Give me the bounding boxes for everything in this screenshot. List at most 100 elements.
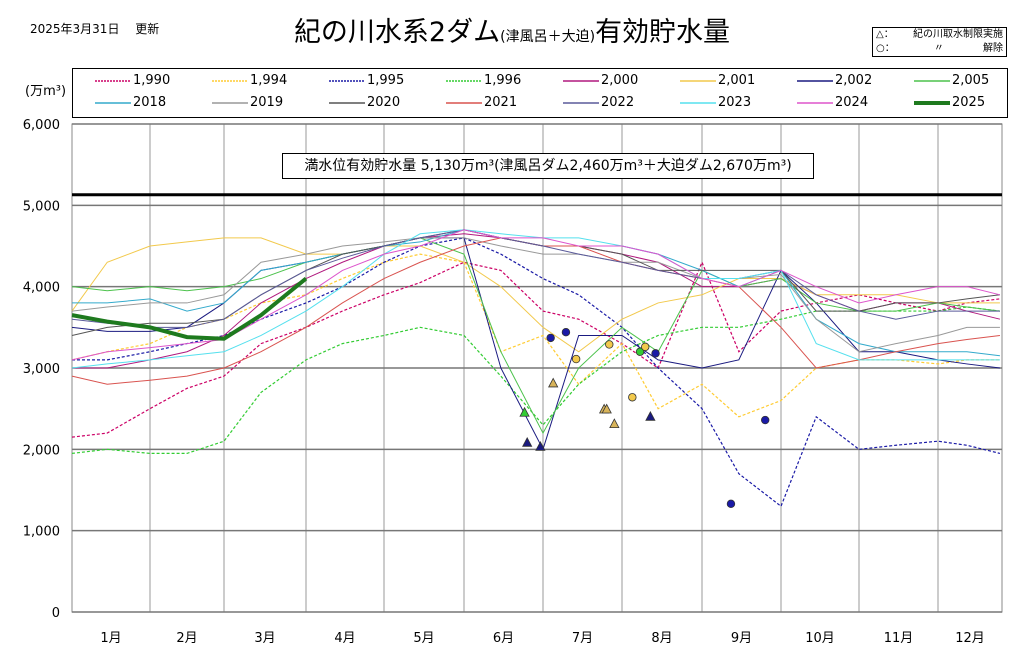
y-tick-label: 3,000: [23, 362, 60, 377]
legend-item: 1,990: [95, 73, 170, 88]
legend-label: 2021: [484, 95, 518, 110]
restriction-lifted-marker: [651, 349, 660, 358]
legend-swatch: [914, 79, 950, 82]
x-tick-label: 8月: [651, 631, 672, 646]
y-tick-label: 1,000: [23, 525, 60, 540]
restriction-start-marker: [535, 441, 546, 451]
legend-item: 1,996: [446, 73, 521, 88]
x-tick-label: 2月: [176, 631, 197, 646]
x-tick-label: 5月: [413, 631, 434, 646]
title-main: 紀の川水系2ダム: [293, 17, 501, 48]
restriction-lifted-marker: [761, 415, 770, 425]
legend-swatch: [212, 79, 248, 82]
legend-swatch: [446, 101, 482, 104]
title-tail: 有効貯水量: [595, 17, 731, 48]
legend-label: 1,990: [133, 73, 171, 88]
legend-item: 2,000: [563, 73, 638, 88]
restriction-lifted-marker: [571, 354, 581, 364]
full-capacity-label: 満水位有効貯水量 5,130万m³(津風呂ダム2,460万m³＋大迫ダム2,67…: [282, 153, 814, 179]
x-tick-label: 10月: [805, 631, 835, 646]
note-text: 解除: [982, 43, 1003, 54]
x-tick-label: 6月: [493, 631, 514, 646]
legend-label: 2,000: [601, 73, 639, 88]
legend-swatch: [446, 79, 482, 82]
legend-item: 2020: [329, 95, 400, 110]
restriction-lifted-marker: [561, 328, 571, 337]
note-mid: 〃: [933, 43, 944, 54]
series-line-2025: [71, 276, 308, 341]
legend-item: 2019: [212, 95, 283, 110]
restriction-lifted-marker: [635, 347, 645, 356]
note-symbol: ○：: [876, 43, 895, 54]
legend-item: 2024: [797, 95, 868, 110]
restriction-start-marker: [548, 377, 559, 388]
x-tick-label: 12月: [955, 631, 985, 646]
legend-item: 2,002: [797, 73, 872, 88]
legend-swatch: [797, 79, 833, 82]
title-sub: (津風呂＋大迫): [500, 29, 596, 45]
series-line-2022: [71, 229, 1000, 328]
x-tick-label: 3月: [254, 631, 275, 646]
x-tick-label: 7月: [572, 631, 593, 646]
restriction-start-marker: [519, 406, 530, 417]
legend-swatch: [212, 101, 248, 104]
legend-item: 2,001: [680, 73, 755, 88]
y-axis-unit: (万m³): [25, 84, 67, 99]
legend-label: 2024: [835, 95, 869, 110]
legend-swatch: [914, 100, 950, 105]
legend-swatch: [797, 101, 833, 104]
legend-swatch: [329, 79, 365, 82]
y-tick-label: 2,000: [23, 443, 60, 458]
restriction-lifted-marker: [641, 342, 650, 352]
note-symbol: △：: [876, 29, 894, 40]
legend-item: 2018: [95, 95, 166, 110]
legend-swatch: [680, 79, 716, 82]
note-text: 紀の川取水制限実施: [913, 29, 1003, 40]
y-tick-label: 4,000: [23, 281, 60, 296]
legend-label: 1,994: [250, 73, 288, 88]
y-tick-label: 6,000: [23, 118, 60, 133]
legend-label: 2023: [718, 95, 752, 110]
restriction-lifted-marker: [605, 340, 614, 349]
legend-item: 1,994: [212, 73, 287, 88]
legend-label: 2,005: [952, 73, 990, 88]
chart-title: 紀の川水系2ダム(津風呂＋大迫)有効貯水量: [0, 10, 1024, 49]
legend-swatch: [563, 79, 599, 82]
legend-label: 1,996: [484, 73, 522, 88]
y-tick-label: 0: [52, 606, 60, 621]
restriction-lifted-marker: [546, 333, 555, 343]
legend-swatch: [329, 101, 365, 104]
series-line-2001: [71, 237, 1000, 353]
legend-label: 1,995: [367, 73, 405, 88]
updated-date: 2025年3月31日 更新: [30, 22, 160, 36]
legend-label: 2020: [367, 95, 401, 110]
legend-label: 2019: [250, 95, 284, 110]
legend-label: 2,001: [718, 73, 756, 88]
legend-item: 1,995: [329, 73, 404, 88]
legend-label: 2025: [952, 95, 986, 110]
restriction-start-marker: [645, 410, 656, 421]
legend-swatch: [95, 101, 131, 104]
restriction-start-marker: [522, 436, 533, 447]
legend-item: 2025: [914, 95, 985, 110]
legend-item: 2021: [446, 95, 517, 110]
legend-item: 2023: [680, 95, 751, 110]
y-tick-label: 5,000: [23, 199, 60, 214]
legend: 1,990 1,994 1,995 1,996 2,000 2,001 2,002 2,005…: [72, 68, 1008, 118]
x-tick-label: 4月: [334, 631, 355, 646]
restriction-start-marker: [609, 418, 620, 429]
x-tick-label: 11月: [884, 631, 914, 646]
legend-label: 2022: [601, 95, 635, 110]
series-line-1990: [71, 260, 1001, 438]
series-line-2019: [71, 237, 1000, 353]
x-tick-label: 1月: [100, 631, 121, 646]
restriction-start-marker: [601, 403, 612, 414]
legend-swatch: [95, 79, 131, 82]
legend-label: 2,002: [835, 73, 873, 88]
legend-item: 2,005: [914, 73, 989, 88]
restriction-lifted-marker: [628, 393, 637, 402]
legend-swatch: [680, 101, 716, 104]
marker-notes: △： 紀の川取水制限実施 ○： 〃 解除: [872, 27, 1007, 57]
legend-label: 2018: [133, 95, 167, 110]
